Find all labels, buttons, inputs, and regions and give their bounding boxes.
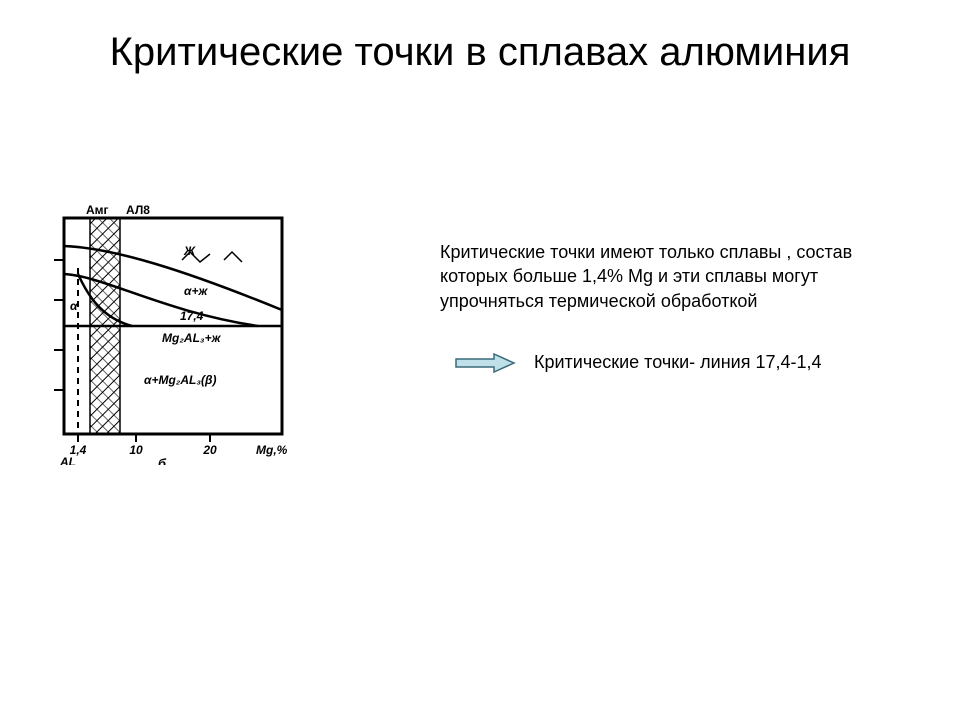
svg-text:Mg₂AL₃+ж: Mg₂AL₃+ж (162, 331, 222, 345)
svg-text:20: 20 (202, 443, 217, 457)
svg-text:Mg,%: Mg,% (256, 443, 288, 457)
svg-text:α+ж: α+ж (184, 284, 208, 298)
slide: Критические точки в сплавах алюминия 1,4… (0, 0, 960, 720)
body-paragraph: Критические точки имеют только сплавы , … (440, 240, 920, 313)
arrow-icon (454, 351, 518, 375)
svg-text:Амг: Амг (86, 203, 109, 217)
svg-text:б: б (158, 456, 167, 465)
svg-text:АЛ8: АЛ8 (126, 203, 150, 217)
svg-text:AL: AL (59, 455, 76, 465)
svg-text:17,4: 17,4 (180, 309, 204, 323)
paragraph-text: Критические точки имеют только сплавы , … (440, 242, 852, 311)
svg-text:10: 10 (129, 443, 143, 457)
slide-title: Критические точки в сплавах алюминия (0, 28, 960, 76)
svg-text:α+Mg₂AL₃(β): α+Mg₂AL₃(β) (144, 373, 216, 387)
svg-text:Ж: Ж (183, 244, 196, 258)
arrow-caption: Критические точки- линия 17,4-1,4 (534, 352, 822, 373)
svg-text:α: α (70, 299, 78, 313)
phase-diagram: 1,41020Mg,%ALбАмгАЛ8Жαα+ж17,4Mg₂AL₃+жα+M… (34, 200, 314, 465)
